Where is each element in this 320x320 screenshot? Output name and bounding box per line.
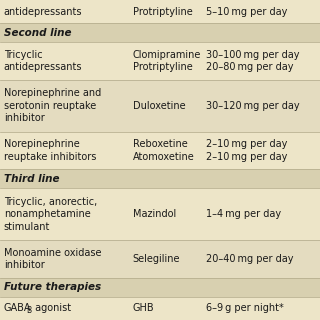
Bar [0,240,320,278]
Text: 6–9 g per night*: 6–9 g per night* [206,303,284,314]
Text: Tricyclic
antidepressants: Tricyclic antidepressants [4,50,82,72]
Text: Selegiline: Selegiline [133,254,180,264]
Text: 1–4 mg per day: 1–4 mg per day [206,209,282,219]
Text: Norepinephrine
reuptake inhibitors: Norepinephrine reuptake inhibitors [4,139,96,162]
Text: Clomipramine
Protriptyline: Clomipramine Protriptyline [133,50,201,72]
Text: GABA: GABA [4,303,31,314]
Text: Third line: Third line [4,174,59,184]
Bar [0,0,320,23]
Text: 2–10 mg per day
2–10 mg per day: 2–10 mg per day 2–10 mg per day [206,139,288,162]
Text: 30–120 mg per day: 30–120 mg per day [206,101,300,111]
Text: Future therapies: Future therapies [4,282,101,292]
Bar [0,169,320,188]
Text: Duloxetine: Duloxetine [133,101,185,111]
Bar [0,42,320,80]
Text: 5–10 mg per day: 5–10 mg per day [206,6,288,17]
Text: Tricyclic, anorectic,
nonamphetamine
stimulant: Tricyclic, anorectic, nonamphetamine sti… [4,196,97,232]
Text: Monoamine oxidase
inhibitor: Monoamine oxidase inhibitor [4,248,101,270]
Text: Protriptyline: Protriptyline [133,6,193,17]
Text: Mazindol: Mazindol [133,209,176,219]
Text: antidepressants: antidepressants [4,6,82,17]
Bar [0,80,320,132]
Text: B: B [26,307,31,316]
Text: Norepinephrine and
serotonin reuptake
inhibitor: Norepinephrine and serotonin reuptake in… [4,88,101,124]
Bar [0,297,320,320]
Text: Second line: Second line [4,28,71,38]
Text: 30–100 mg per day
20–80 mg per day: 30–100 mg per day 20–80 mg per day [206,50,300,72]
Bar [0,188,320,240]
Bar [0,278,320,297]
Text: agonist: agonist [32,303,71,314]
Text: GHB: GHB [133,303,155,314]
Text: 20–40 mg per day: 20–40 mg per day [206,254,294,264]
Bar [0,132,320,169]
Text: Reboxetine
Atomoxetine: Reboxetine Atomoxetine [133,139,195,162]
Bar [0,23,320,42]
